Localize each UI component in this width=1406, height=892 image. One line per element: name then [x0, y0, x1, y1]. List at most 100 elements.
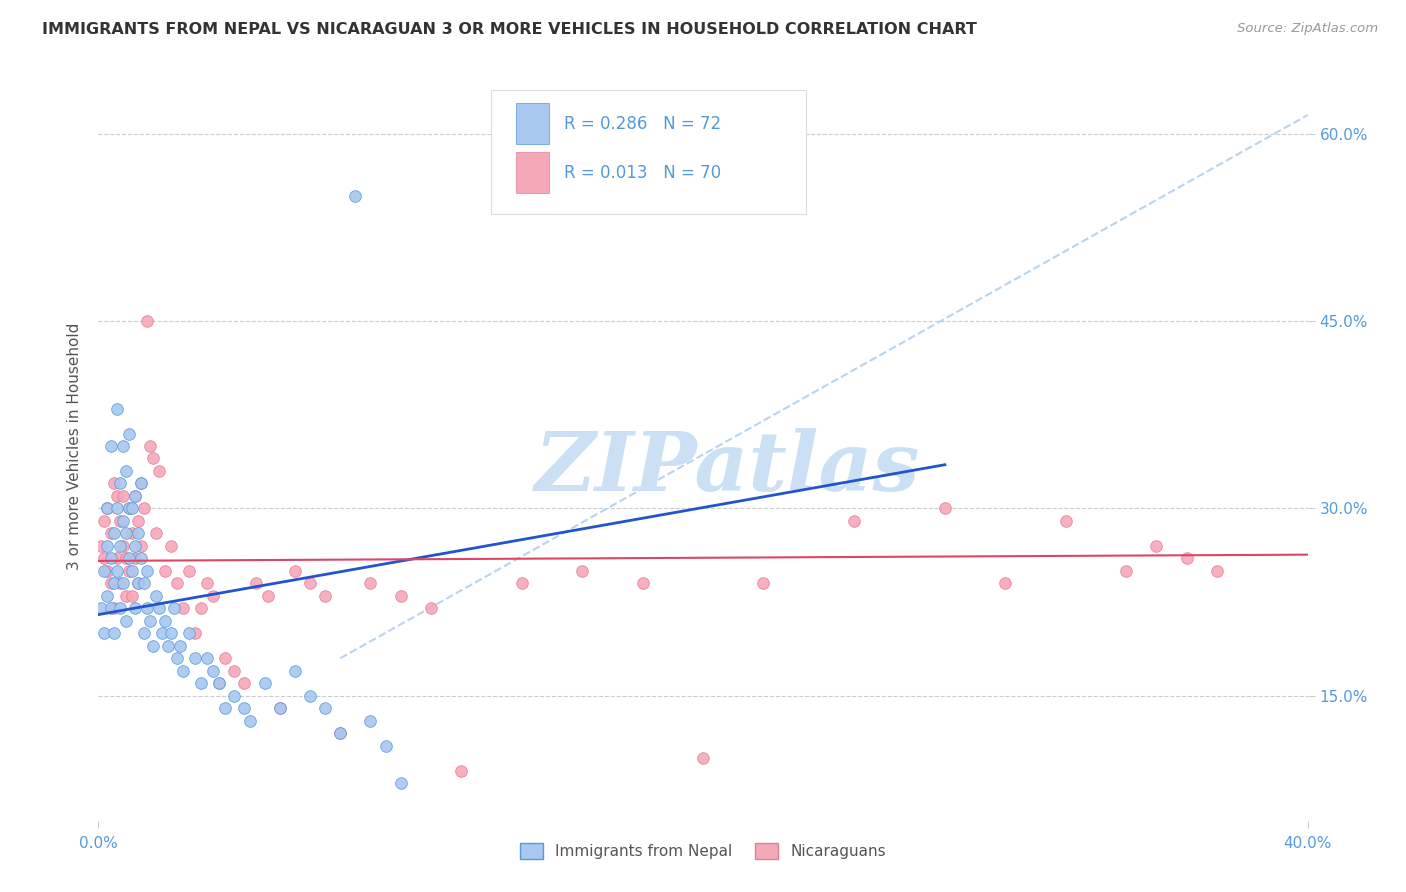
Point [374, 739, 396, 753]
Point [118, 501, 141, 516]
Point [190, 601, 212, 615]
Point [284, 564, 307, 578]
Point [127, 514, 149, 528]
Y-axis label: 3 or more Vehicles in Household: 3 or more Vehicles in Household [67, 322, 83, 570]
Point [156, 639, 179, 653]
Point [145, 589, 167, 603]
Point [360, 576, 382, 591]
Point [284, 664, 307, 678]
Point [934, 501, 956, 516]
Point [96, 501, 118, 516]
Point [114, 526, 136, 541]
Point [166, 576, 188, 591]
Point [208, 676, 231, 690]
Point [631, 576, 654, 591]
Point [420, 601, 443, 615]
Point [103, 476, 125, 491]
Point [121, 564, 143, 578]
Point [93, 514, 115, 528]
Point [232, 701, 254, 715]
Point [124, 539, 146, 553]
Point [114, 589, 136, 603]
Point [108, 476, 131, 491]
Point [169, 639, 191, 653]
Point [114, 551, 136, 566]
Point [214, 651, 236, 665]
Point [1175, 551, 1198, 566]
Point [150, 626, 173, 640]
Point [224, 689, 246, 703]
Point [105, 564, 128, 578]
Point [142, 639, 165, 653]
Point [450, 764, 472, 778]
Point [127, 526, 149, 541]
Point [96, 564, 118, 578]
Point [105, 551, 128, 566]
Point [100, 601, 122, 615]
Point [132, 576, 155, 591]
Point [90, 539, 112, 553]
Point [127, 576, 149, 591]
Point [179, 564, 201, 578]
Point [111, 439, 134, 453]
Point [1144, 539, 1167, 553]
Point [135, 601, 157, 615]
Point [129, 539, 152, 553]
Point [142, 451, 165, 466]
Point [108, 576, 131, 591]
Point [100, 439, 122, 453]
Point [105, 501, 128, 516]
Point [145, 526, 167, 541]
Point [160, 626, 183, 640]
Point [124, 489, 146, 503]
Point [121, 526, 143, 541]
Point [571, 564, 593, 578]
Point [329, 726, 352, 740]
Point [135, 564, 157, 578]
Point [224, 664, 246, 678]
Point [153, 564, 176, 578]
Point [103, 526, 125, 541]
Point [100, 526, 122, 541]
Point [299, 689, 322, 703]
Point [103, 601, 125, 615]
Point [90, 601, 112, 615]
Point [184, 651, 207, 665]
Point [1115, 564, 1137, 578]
Point [179, 626, 201, 640]
Point [232, 676, 254, 690]
Point [108, 514, 131, 528]
Point [245, 576, 267, 591]
Point [135, 314, 157, 328]
Point [692, 751, 714, 765]
Point [239, 714, 262, 728]
Point [129, 476, 152, 491]
Point [129, 476, 152, 491]
Point [202, 589, 225, 603]
FancyBboxPatch shape [492, 90, 806, 214]
Point [124, 489, 146, 503]
Point [108, 601, 131, 615]
Point [121, 589, 143, 603]
Point [139, 614, 162, 628]
Point [100, 551, 122, 566]
Point [163, 601, 186, 615]
Point [344, 189, 367, 203]
Point [389, 589, 412, 603]
Point [269, 701, 291, 715]
Point [148, 601, 170, 615]
Point [118, 426, 141, 441]
Point [256, 589, 278, 603]
Point [329, 726, 352, 740]
Point [139, 439, 162, 453]
Point [208, 676, 231, 690]
Text: ZIPatlas: ZIPatlas [534, 428, 920, 508]
Point [93, 551, 115, 566]
Point [190, 676, 212, 690]
Point [108, 539, 131, 553]
Point [114, 464, 136, 478]
Point [314, 701, 336, 715]
Point [299, 576, 322, 591]
Point [96, 589, 118, 603]
Point [844, 514, 866, 528]
